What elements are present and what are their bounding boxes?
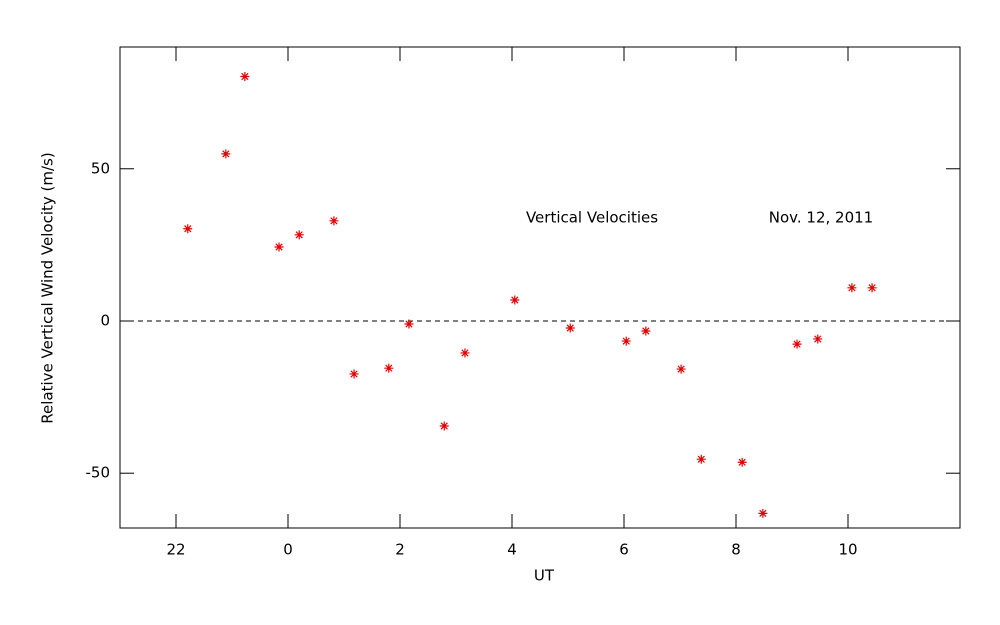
annotation: Vertical Velocities	[526, 209, 658, 227]
x-tick-label: 4	[507, 541, 517, 559]
point	[183, 224, 193, 234]
x-tick-label: 6	[619, 541, 629, 559]
point	[847, 283, 857, 293]
point	[676, 364, 686, 374]
point	[758, 508, 768, 518]
point	[439, 421, 449, 431]
point	[621, 336, 631, 346]
x-axis-label: UT	[534, 567, 555, 585]
y-tick-label: -50	[86, 464, 111, 482]
point	[384, 363, 394, 373]
point	[274, 242, 284, 252]
y-tick-label: 50	[91, 159, 110, 177]
point	[737, 457, 747, 467]
point	[460, 348, 470, 358]
point	[329, 216, 339, 226]
point	[696, 454, 706, 464]
point	[221, 149, 231, 159]
point	[792, 339, 802, 349]
y-tick-label: 0	[100, 311, 110, 329]
x-tick-label: 8	[731, 541, 741, 559]
point	[565, 323, 575, 333]
x-tick-label: 10	[838, 541, 857, 559]
x-tick-label: 2	[395, 541, 405, 559]
point	[404, 319, 414, 329]
point	[867, 283, 877, 293]
point	[813, 334, 823, 344]
point	[294, 230, 304, 240]
y-axis-label: Relative Vertical Wind Velocity (m/s)	[39, 152, 57, 423]
point	[240, 72, 250, 82]
point	[510, 295, 520, 305]
x-tick-label: 0	[283, 541, 293, 559]
point	[641, 326, 651, 336]
point	[349, 369, 359, 379]
annotation: Nov. 12, 2011	[769, 209, 873, 227]
x-tick-label: 22	[166, 541, 185, 559]
plot-frame	[119, 46, 961, 529]
